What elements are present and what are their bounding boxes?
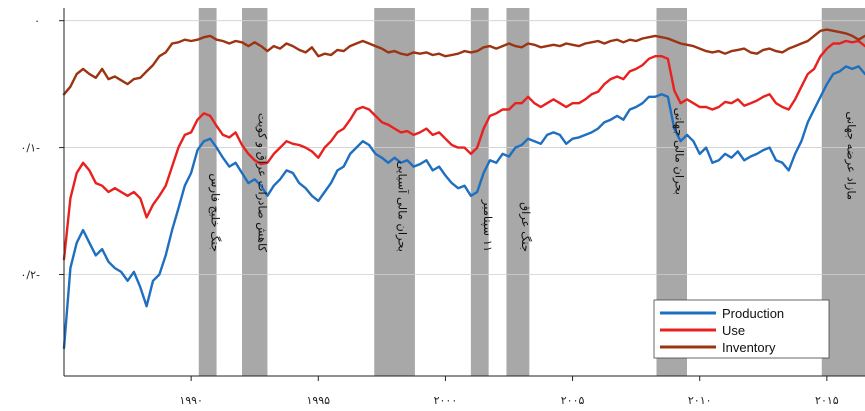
event-label: بحران مالی جهانی bbox=[672, 108, 687, 195]
x-tick-label: ۲۰۱۵ bbox=[815, 394, 839, 407]
shaded-period bbox=[470, 8, 489, 376]
shaded-period bbox=[506, 8, 530, 376]
x-tick-label: ۲۰۰۰ bbox=[434, 394, 458, 407]
axes: ۰ ۰/۱- ۰/۲- ۱۹۹۰ ۱۹۹۵ ۲۰۰۰ ۲۰۰۵ ۲۰۱۰ ۲۰۱۵ bbox=[21, 8, 865, 407]
x-tick-label: ۲۰۰۵ bbox=[561, 394, 585, 407]
event-label: کاهش صادرات عراق و کویت bbox=[255, 113, 270, 253]
x-tick-label: ۱۹۹۵ bbox=[306, 394, 330, 407]
event-label: ۱۱ سپتامبر bbox=[480, 199, 495, 252]
y-tick-label: ۰/۲- bbox=[21, 268, 41, 281]
x-tick-label: ۱۹۹۰ bbox=[179, 394, 203, 407]
event-label: مازاد عرضه جهانی bbox=[843, 111, 858, 200]
series-line bbox=[62, 39, 865, 261]
legend-label: Production bbox=[722, 306, 784, 321]
shaded-period bbox=[374, 8, 415, 376]
x-tick-label: ۲۰۱۰ bbox=[688, 394, 712, 407]
event-labels: جنگ خلیج فارس کاهش صادرات عراق و کویت بحرا… bbox=[208, 108, 859, 253]
event-label: بحران مالی آسیایی bbox=[395, 161, 410, 252]
legend-label: Use bbox=[722, 323, 745, 338]
legend: Production Use Inventory bbox=[653, 299, 830, 359]
y-tick-label: ۰ bbox=[34, 15, 40, 28]
event-label: جنگ خلیج فارس bbox=[208, 173, 223, 252]
legend-label: Inventory bbox=[722, 340, 776, 355]
series-line bbox=[62, 28, 865, 96]
shaded-period bbox=[242, 8, 268, 376]
y-tick-label: ۰/۱- bbox=[21, 142, 41, 155]
series-lines bbox=[62, 28, 865, 350]
shaded-period bbox=[198, 8, 217, 376]
event-label: جنگ عراق bbox=[518, 202, 533, 252]
series-line bbox=[62, 65, 865, 350]
